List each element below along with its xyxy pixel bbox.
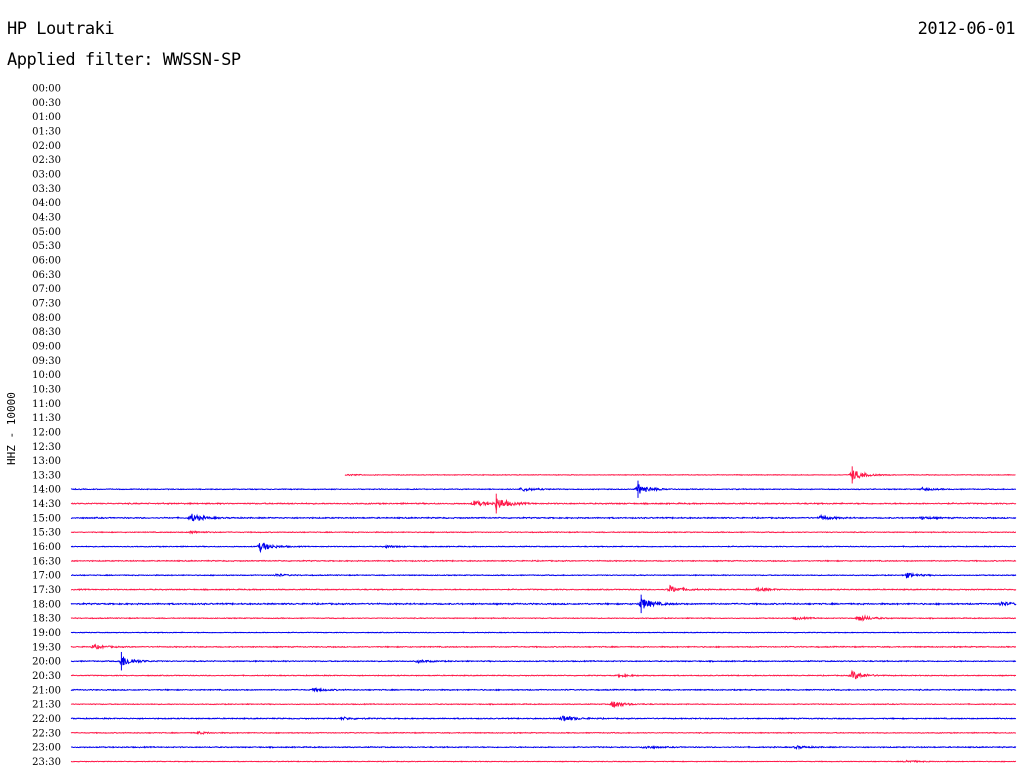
row-time-label: 16:30	[32, 556, 61, 567]
trace-1430	[70, 498, 1017, 511]
row-time-label: 13:00	[32, 456, 61, 467]
row-time-label: 19:00	[32, 628, 61, 639]
row-time-label: 01:00	[32, 112, 61, 123]
trace-1530	[70, 530, 1017, 535]
row-time-label: 14:30	[32, 499, 61, 510]
trace-1930	[70, 643, 1016, 650]
trace-1800	[70, 598, 1017, 609]
row-time-label: 00:30	[32, 98, 61, 109]
row-time-label: 10:30	[32, 384, 61, 395]
row-time-label: 22:00	[32, 714, 61, 725]
filter-label: Applied filter: WWSSN-SP	[7, 50, 241, 70]
row-time-label: 05:30	[32, 241, 61, 252]
trace-1330	[344, 470, 1016, 481]
seismic-traces	[70, 466, 1017, 764]
row-time-label: 07:00	[32, 284, 61, 295]
trace-2330	[70, 759, 1017, 764]
row-time-label: 20:00	[32, 657, 61, 668]
row-time-label: 15:30	[32, 528, 61, 539]
row-time-label: 23:00	[32, 743, 61, 754]
trace-2300	[70, 745, 1017, 751]
trace-1400	[70, 483, 1017, 494]
row-time-label: 23:30	[32, 757, 61, 768]
row-time-label: 08:30	[32, 327, 61, 338]
trace-2230	[70, 730, 1016, 735]
trace-1730	[70, 584, 1017, 593]
trace-1830	[70, 614, 1017, 622]
row-time-label: 03:30	[32, 184, 61, 195]
row-time-label: 10:00	[32, 370, 61, 381]
row-time-label: 14:00	[32, 485, 61, 496]
trace-1500	[70, 513, 1017, 522]
trace-2000	[70, 656, 1017, 666]
row-time-label: 04:00	[32, 198, 61, 209]
row-time-label: 06:30	[32, 270, 61, 281]
row-time-label: 09:30	[32, 356, 61, 367]
row-time-label: 02:00	[32, 141, 61, 152]
row-time-label: 21:30	[32, 700, 61, 711]
row-time-label: 18:30	[32, 614, 61, 625]
trace-2100	[70, 687, 1017, 693]
trace-2200	[70, 715, 1017, 722]
row-time-label: 19:30	[32, 642, 61, 653]
row-time-label: 12:30	[32, 442, 61, 453]
trace-1600	[70, 542, 1017, 554]
row-time-label: 12:00	[32, 427, 61, 438]
row-time-label: 09:00	[32, 341, 61, 352]
trace-1900	[70, 631, 1017, 634]
row-time-label: 02:30	[32, 155, 61, 166]
row-time-label: 01:30	[32, 126, 61, 137]
row-time-label: 08:00	[32, 313, 61, 324]
row-time-label: 16:00	[32, 542, 61, 553]
station-title: HP Loutraki	[7, 19, 115, 39]
row-time-label: 21:00	[32, 685, 61, 696]
row-time-label: 17:30	[32, 585, 61, 596]
row-time-label: 15:00	[32, 513, 61, 524]
row-time-label: 11:00	[32, 399, 61, 410]
row-time-label: 17:00	[32, 571, 61, 582]
row-time-label: 07:30	[32, 298, 61, 309]
row-time-label: 06:00	[32, 255, 61, 266]
row-time-label: 18:00	[32, 599, 61, 610]
trace-2030	[70, 669, 1017, 680]
row-time-label: 20:30	[32, 671, 61, 682]
trace-1630	[70, 559, 1017, 563]
row-time-label: 00:00	[32, 84, 61, 95]
row-time-label: 04:30	[32, 212, 61, 223]
row-time-label: 05:00	[32, 227, 61, 238]
row-time-label: 13:30	[32, 470, 61, 481]
row-time-label: 22:30	[32, 728, 61, 739]
trace-2130	[70, 700, 1017, 709]
time-tick-labels: 00:00 00:30 01:00 01:30 02:00 02:30 03:00 03:30…	[32, 84, 61, 769]
date-label: 2012-06-01	[917, 19, 1016, 39]
row-time-label: 03:00	[32, 169, 61, 180]
trace-1700	[70, 571, 1017, 579]
row-time-label: 11:30	[32, 413, 61, 424]
